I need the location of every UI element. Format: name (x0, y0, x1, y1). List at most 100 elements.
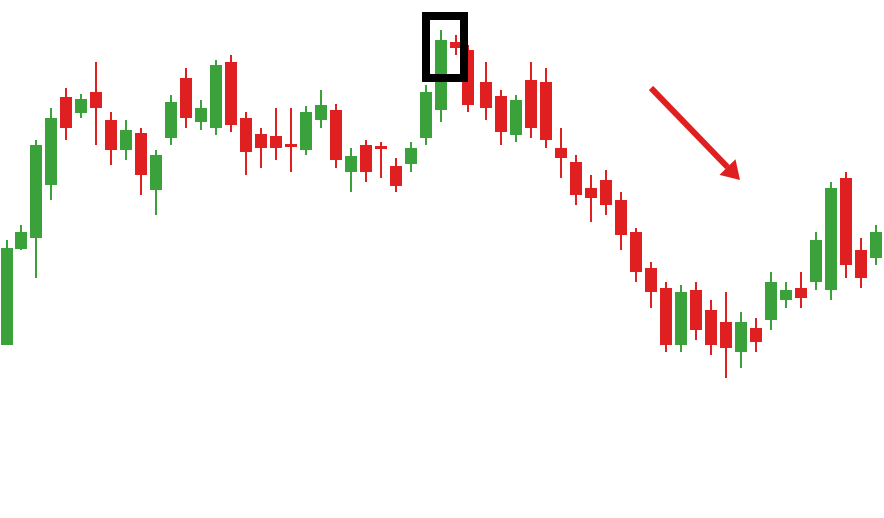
pattern-highlight-box (422, 12, 468, 82)
candlestick (285, 108, 297, 172)
candle-body (585, 188, 597, 198)
candlestick (270, 108, 282, 160)
candlestick (510, 95, 522, 142)
candle-body (1, 248, 13, 345)
candle-body (60, 97, 72, 128)
candle-body (855, 250, 867, 278)
candle-body (555, 148, 567, 158)
candle-wick (590, 175, 592, 222)
candlestick (525, 62, 537, 138)
candle-body (750, 328, 762, 342)
candlestick (870, 225, 882, 265)
candle-body (240, 118, 252, 152)
candle-body (420, 92, 432, 138)
candle-body (810, 240, 822, 282)
candle-body (210, 65, 222, 128)
candlestick (615, 192, 627, 250)
candlestick (255, 128, 267, 168)
candle-body (840, 178, 852, 265)
candlestick (705, 300, 717, 355)
candlestick (630, 228, 642, 282)
candlestick (360, 140, 372, 182)
candlestick (15, 225, 27, 250)
annotation-layer (422, 12, 740, 180)
candlestick (240, 112, 252, 175)
candle-body (450, 42, 462, 48)
candle-wick (290, 108, 292, 172)
candle-body (315, 105, 327, 120)
candlestick (75, 94, 87, 118)
downtrend-arrow-head (719, 159, 740, 180)
candle-body (135, 133, 147, 175)
candlestick (180, 68, 192, 128)
candle-body (330, 110, 342, 160)
candlestick (135, 128, 147, 195)
candle-wick (380, 142, 382, 178)
candlestick (780, 282, 792, 308)
candle-series (1, 30, 882, 378)
candle-body (690, 290, 702, 330)
candle-body (120, 130, 132, 150)
candlestick (540, 68, 552, 148)
candlestick (330, 104, 342, 168)
candlestick (165, 95, 177, 145)
candlestick (855, 238, 867, 288)
candlestick (450, 35, 462, 55)
candle-body (285, 144, 297, 147)
candle-body (780, 290, 792, 300)
candlestick (210, 60, 222, 135)
candle-body (195, 108, 207, 122)
candle-body (825, 188, 837, 290)
candlestick (120, 120, 132, 160)
candlestick (825, 182, 837, 300)
candle-body (795, 288, 807, 298)
candlestick (60, 88, 72, 140)
downtrend-arrow-shaft (648, 85, 730, 170)
candle-body (105, 120, 117, 150)
candlestick (405, 142, 417, 172)
candle-body (570, 162, 582, 195)
candle-body (480, 82, 492, 108)
candle-body (705, 310, 717, 345)
candlestick (375, 142, 387, 178)
candlestick (570, 155, 582, 205)
candlestick (195, 100, 207, 130)
candle-body (675, 292, 687, 345)
candle-body (615, 200, 627, 235)
candle-body (405, 148, 417, 164)
candlestick (495, 90, 507, 145)
candle-body (630, 232, 642, 272)
candle-body (735, 322, 747, 352)
candlestick (390, 158, 402, 192)
candlestick (720, 292, 732, 378)
candlestick (660, 282, 672, 352)
candle-body (720, 322, 732, 348)
candle-body (600, 180, 612, 205)
candle-body (540, 82, 552, 140)
candlestick (30, 140, 42, 278)
candlestick (645, 262, 657, 308)
candlestick (765, 272, 777, 330)
candle-body (765, 282, 777, 320)
candle-body (360, 145, 372, 172)
candle-body (165, 102, 177, 138)
candle-body (90, 92, 102, 108)
candlestick (555, 128, 567, 178)
candle-body (45, 118, 57, 185)
candle-body (495, 96, 507, 132)
candle-body (645, 268, 657, 292)
candlestick (315, 90, 327, 128)
candle-body (525, 80, 537, 128)
candlestick (1, 240, 13, 345)
candlestick (735, 312, 747, 368)
candlestick (225, 55, 237, 132)
candlestick (300, 106, 312, 155)
candle-body (345, 156, 357, 172)
candlestick (675, 285, 687, 352)
candle-wick (275, 108, 277, 160)
candlestick (345, 148, 357, 192)
candle-body (870, 232, 882, 258)
candlestick (420, 85, 432, 145)
